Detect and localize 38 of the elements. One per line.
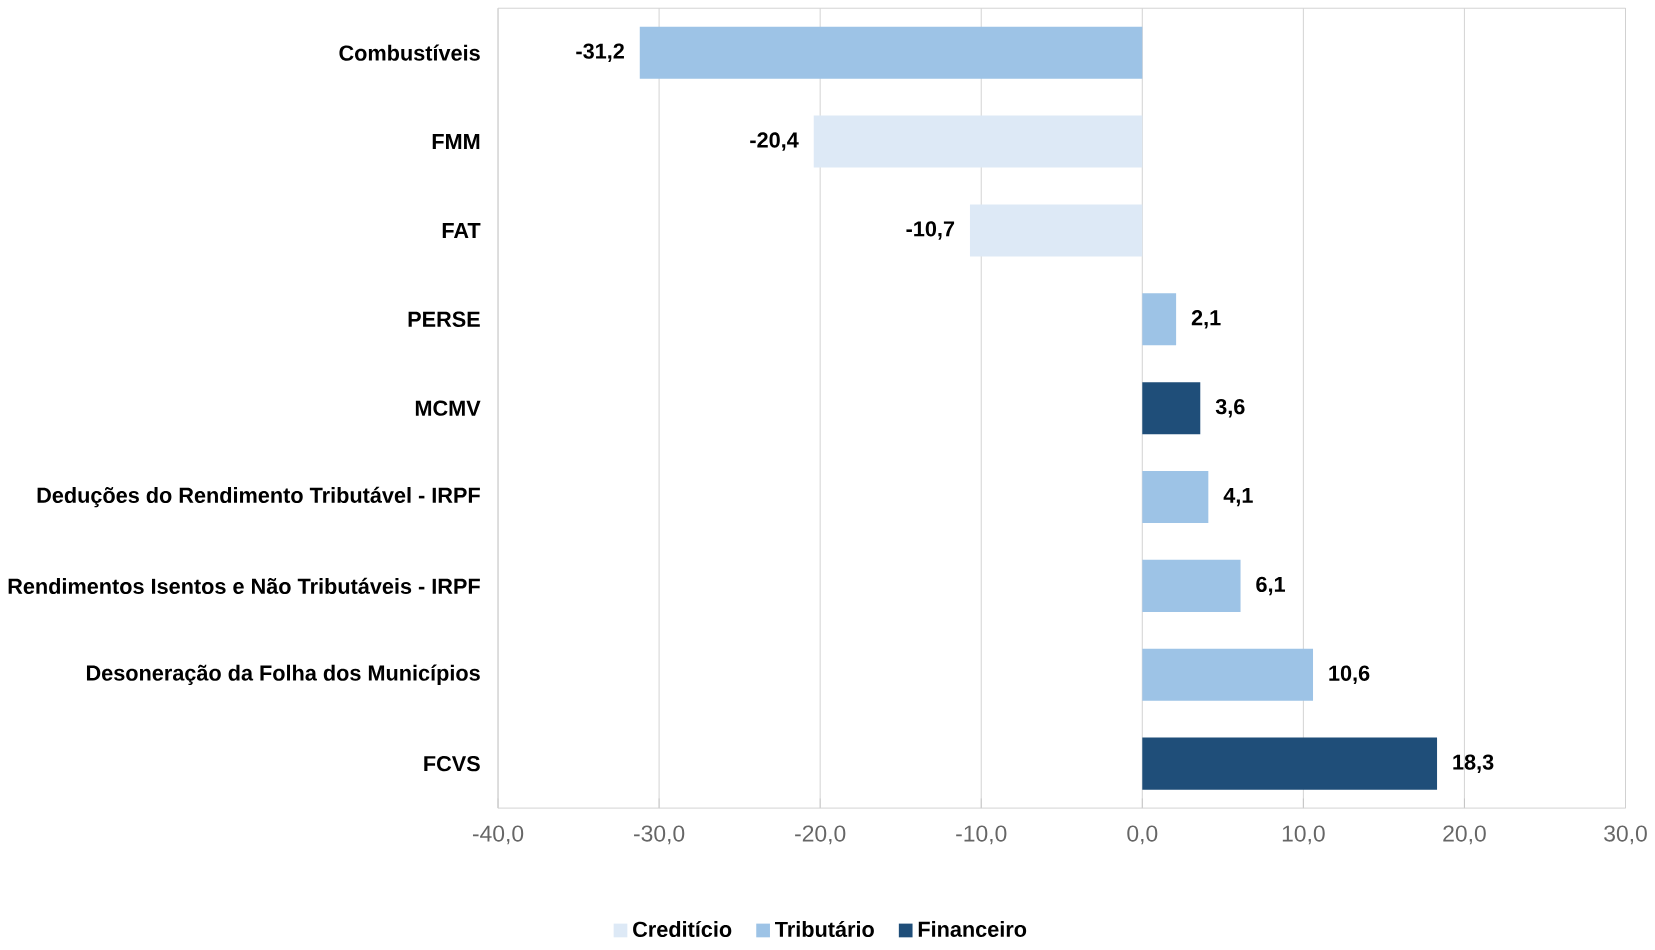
data-label: -31,2 <box>576 43 624 63</box>
x-tick-label: -10,0 <box>956 825 1007 845</box>
x-tick-label: -20,0 <box>795 825 846 845</box>
bar <box>1142 648 1314 701</box>
y-tick-label: Deduções do Rendimento Tributável - IRPF <box>37 486 480 508</box>
bar <box>969 204 1143 257</box>
x-tick-label: -40,0 <box>472 825 524 845</box>
y-tick-label: Rendimentos Isentos e Não Tributáveis - IRPF <box>8 578 480 595</box>
y-tick-label: PERSE <box>408 311 480 328</box>
legend-label: Tributário <box>775 921 874 938</box>
data-label: -10,7 <box>906 221 955 240</box>
y-tick-label: FCVS <box>424 756 480 772</box>
y-tick-label: Combustíveis <box>339 44 480 61</box>
bar <box>813 115 1143 168</box>
x-tick-label: 0,0 <box>1127 825 1158 845</box>
bar <box>1142 382 1201 435</box>
bar <box>1142 737 1438 790</box>
data-label: 3,6 <box>1215 399 1245 418</box>
x-tick-label: 10,0 <box>1282 825 1325 845</box>
data-label: 4,1 <box>1223 488 1253 507</box>
x-tick-label: -30,0 <box>634 825 685 845</box>
data-label: -20,4 <box>750 132 799 151</box>
y-tick-label: MCMV <box>415 400 481 417</box>
bar <box>639 26 1143 79</box>
x-tick-label: 20,0 <box>1443 825 1486 845</box>
bar <box>1142 293 1177 346</box>
bar <box>1142 471 1209 524</box>
data-label: 6,1 <box>1256 576 1286 596</box>
bar <box>1142 560 1241 613</box>
data-label: 18,3 <box>1453 754 1494 774</box>
y-tick-label: FMM <box>432 134 480 150</box>
data-label: 2,1 <box>1191 310 1221 329</box>
y-tick-label: FAT <box>442 223 481 239</box>
y-tick-label: Desoneração da Folha dos Municípios <box>86 664 480 686</box>
legend-label: Financeiro <box>918 921 1027 938</box>
x-tick-label: 30,0 <box>1604 825 1647 845</box>
data-label: 10,6 <box>1329 665 1370 685</box>
legend-label: Creditício <box>633 921 732 938</box>
